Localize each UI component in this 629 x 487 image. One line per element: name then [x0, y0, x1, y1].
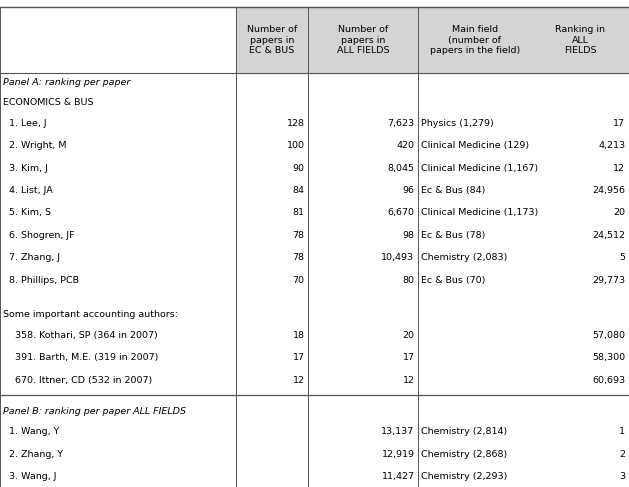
Text: 17: 17: [403, 354, 415, 362]
Text: 3. Wang, J: 3. Wang, J: [3, 472, 57, 481]
Text: 20: 20: [403, 331, 415, 340]
Text: 80: 80: [403, 276, 415, 284]
Text: Clinical Medicine (1,167): Clinical Medicine (1,167): [421, 164, 538, 172]
Text: 81: 81: [292, 208, 304, 217]
Text: 13,137: 13,137: [381, 428, 415, 436]
Text: Clinical Medicine (1,173): Clinical Medicine (1,173): [421, 208, 538, 217]
Bar: [236, 7, 629, 73]
Text: Ec & Bus (78): Ec & Bus (78): [421, 231, 486, 240]
Text: 29,773: 29,773: [592, 276, 625, 284]
Text: ECONOMICS & BUS: ECONOMICS & BUS: [3, 98, 94, 107]
Text: 98: 98: [403, 231, 415, 240]
Text: 391. Barth, M.E. (319 in 2007): 391. Barth, M.E. (319 in 2007): [3, 354, 159, 362]
Text: 2. Wright, M: 2. Wright, M: [3, 141, 67, 150]
Text: 670. Ittner, CD (532 in 2007): 670. Ittner, CD (532 in 2007): [3, 376, 152, 385]
Text: Chemistry (2,293): Chemistry (2,293): [421, 472, 508, 481]
Text: 90: 90: [292, 164, 304, 172]
Text: 12,919: 12,919: [382, 450, 415, 459]
Text: 6. Shogren, JF: 6. Shogren, JF: [3, 231, 75, 240]
Text: 2: 2: [619, 450, 625, 459]
Text: 1: 1: [619, 428, 625, 436]
Text: 2. Zhang, Y: 2. Zhang, Y: [3, 450, 64, 459]
Text: 96: 96: [403, 186, 415, 195]
Text: 3. Kim, J: 3. Kim, J: [3, 164, 48, 172]
Text: 11,427: 11,427: [382, 472, 415, 481]
Text: 24,956: 24,956: [593, 186, 625, 195]
Text: 12: 12: [613, 164, 625, 172]
Text: Panel A: ranking per paper: Panel A: ranking per paper: [3, 78, 130, 87]
Text: Ec & Bus (70): Ec & Bus (70): [421, 276, 486, 284]
Text: 70: 70: [292, 276, 304, 284]
Text: 24,512: 24,512: [593, 231, 625, 240]
Text: Chemistry (2,868): Chemistry (2,868): [421, 450, 508, 459]
Text: 420: 420: [396, 141, 415, 150]
Text: 58,300: 58,300: [592, 354, 625, 362]
Text: 5. Kim, S: 5. Kim, S: [3, 208, 51, 217]
Text: Ec & Bus (84): Ec & Bus (84): [421, 186, 486, 195]
Text: Clinical Medicine (129): Clinical Medicine (129): [421, 141, 530, 150]
Text: Number of
papers in
ALL FIELDS: Number of papers in ALL FIELDS: [337, 25, 389, 55]
Text: 4. List, JA: 4. List, JA: [3, 186, 53, 195]
Text: Chemistry (2,814): Chemistry (2,814): [421, 428, 508, 436]
Text: 60,693: 60,693: [592, 376, 625, 385]
Text: 4,213: 4,213: [598, 141, 625, 150]
Text: 17: 17: [292, 354, 304, 362]
Text: 78: 78: [292, 231, 304, 240]
Text: 128: 128: [286, 119, 304, 128]
Text: 7,623: 7,623: [387, 119, 415, 128]
Text: 84: 84: [292, 186, 304, 195]
Text: 78: 78: [292, 253, 304, 262]
Text: 10,493: 10,493: [381, 253, 415, 262]
Text: 17: 17: [613, 119, 625, 128]
Text: 57,080: 57,080: [593, 331, 625, 340]
Text: 7. Zhang, J: 7. Zhang, J: [3, 253, 60, 262]
Text: 358. Kothari, SP (364 in 2007): 358. Kothari, SP (364 in 2007): [3, 331, 158, 340]
Text: 6,670: 6,670: [387, 208, 415, 217]
Text: 12: 12: [292, 376, 304, 385]
Text: 3: 3: [619, 472, 625, 481]
Text: 1. Lee, J: 1. Lee, J: [3, 119, 47, 128]
Text: 5: 5: [619, 253, 625, 262]
Text: Main field
(number of
papers in the field): Main field (number of papers in the fiel…: [430, 25, 520, 55]
Text: Some important accounting authors:: Some important accounting authors:: [3, 310, 178, 319]
Text: Number of
papers in
EC & BUS: Number of papers in EC & BUS: [247, 25, 297, 55]
Text: 8,045: 8,045: [387, 164, 415, 172]
Text: 20: 20: [613, 208, 625, 217]
Text: Ranking in
ALL
FIELDS: Ranking in ALL FIELDS: [555, 25, 605, 55]
Text: 8. Phillips, PCB: 8. Phillips, PCB: [3, 276, 79, 284]
Text: Physics (1,279): Physics (1,279): [421, 119, 494, 128]
Text: 12: 12: [403, 376, 415, 385]
Text: Panel B: ranking per paper ALL FIELDS: Panel B: ranking per paper ALL FIELDS: [3, 407, 186, 415]
Text: 1. Wang, Y: 1. Wang, Y: [3, 428, 60, 436]
Text: 100: 100: [286, 141, 304, 150]
Text: 18: 18: [292, 331, 304, 340]
Text: Chemistry (2,083): Chemistry (2,083): [421, 253, 508, 262]
